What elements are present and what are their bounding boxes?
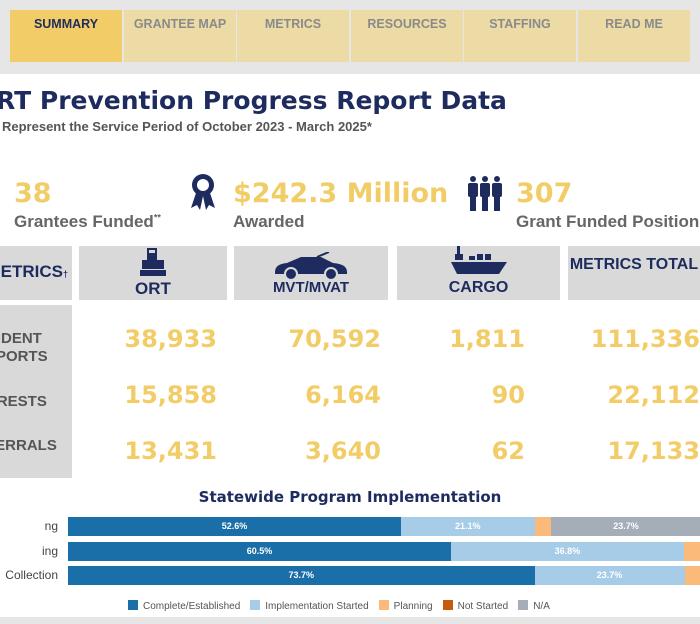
legend-label: Complete/Established (143, 601, 241, 612)
bar-segment-planning[interactable] (683, 542, 700, 561)
tab-metrics[interactable]: METRICS (237, 10, 349, 62)
bar-segment-implementation-started[interactable]: 21.1% (400, 517, 535, 536)
bar-segment-complete-established[interactable]: 52.6% (68, 517, 401, 536)
legend-label: Not Started (457, 601, 509, 612)
tab-resources[interactable]: RESOURCES (351, 10, 463, 62)
metric-value: 111,336 (590, 325, 700, 353)
tab-read-me[interactable]: READ ME (578, 10, 690, 62)
metric-value: 13,431 (124, 437, 217, 465)
row-label-incident-reports: CIDENT EPORTS (0, 330, 48, 365)
tab-staffing[interactable]: STAFFING (464, 10, 576, 62)
legend-item: Not Started (442, 600, 509, 612)
legend-item: N/A (518, 600, 550, 612)
cash-register-icon (140, 248, 166, 276)
award-ribbon-icon (191, 174, 215, 210)
bar-category-label: ing (41, 544, 58, 558)
kpi-value-awarded: $242.3 Million (233, 178, 449, 209)
cargo-ship-icon (450, 246, 507, 274)
column-label: ORT (135, 279, 171, 298)
bar-segment-planning[interactable] (684, 566, 700, 585)
chart-legend: Complete/Established Implementation Start… (128, 600, 550, 612)
kpi-label-text: Grantees Funded (14, 212, 154, 231)
metric-value: 62 (491, 437, 525, 465)
legend-item: Implementation Started (250, 600, 369, 612)
tab-summary[interactable]: SUMMARY (10, 10, 122, 62)
metric-value: 15,858 (124, 381, 217, 409)
kpi-value-grantees: 38 (14, 178, 52, 209)
bar-segment-implementation-started[interactable]: 23.7% (534, 566, 685, 585)
legend-label: N/A (533, 601, 550, 612)
legend-item: Planning (378, 600, 433, 612)
bar-segment-planning[interactable] (534, 517, 551, 536)
page-title: RT Prevention Progress Report Data (0, 86, 507, 115)
column-header-total: METRICS TOTAL (568, 246, 700, 300)
metric-value: 1,811 (449, 325, 525, 353)
row-header-column (0, 305, 72, 478)
metric-value: 3,640 (305, 437, 381, 465)
legend-swatch (128, 600, 138, 610)
legend-swatch (518, 600, 529, 610)
page-subtitle: Represent the Service Period of October … (2, 119, 372, 134)
car-icon (275, 251, 347, 281)
metric-value: 70,592 (288, 325, 381, 353)
metric-value: 6,164 (305, 381, 381, 409)
row-label-referrals: FERRALS (0, 437, 57, 454)
metrics-header-label: ETRICS (0, 262, 63, 281)
people-icon (468, 176, 502, 211)
column-label: CARGO (448, 279, 509, 296)
legend-label: Implementation Started (265, 601, 369, 612)
kpi-label-positions: Grant Funded Positions (516, 212, 700, 231)
legend-swatch (250, 600, 261, 610)
metric-value: 90 (491, 381, 525, 409)
kpi-label-awarded: Awarded (233, 212, 305, 231)
legend-label: Planning (393, 601, 433, 612)
metric-value: 38,933 (124, 325, 217, 353)
legend-swatch (378, 600, 389, 610)
bar-category-label: ng (44, 519, 58, 533)
column-header-cargo: CARGO (397, 246, 560, 300)
metrics-header: ETRICS† (0, 246, 72, 300)
kpi-value-positions: 307 (516, 178, 573, 209)
footnote-mark: † (62, 269, 68, 279)
tab-grantee-map[interactable]: GRANTEE MAP (124, 10, 236, 62)
bar-segment-complete-established[interactable]: 73.7% (68, 566, 535, 585)
bar-segment-implementation-started[interactable]: 36.8% (450, 542, 684, 561)
bar-segment-n-a[interactable]: 23.7% (550, 517, 700, 536)
metric-value: 17,133 (607, 437, 700, 465)
chart-title: Statewide Program Implementation (198, 488, 502, 506)
legend-swatch (442, 600, 453, 610)
bar-segment-complete-established[interactable]: 60.5% (68, 542, 451, 561)
legend-item: Complete/Established (128, 600, 240, 612)
bar-category-label: Collection (5, 568, 58, 582)
footnote-mark: ** (153, 212, 161, 223)
column-header-ort: ORT (79, 246, 227, 300)
kpi-label-grantees: Grantees Funded** (14, 212, 161, 232)
row-label-arrests: RRESTS (0, 393, 47, 410)
metric-value: 22,112 (607, 381, 700, 409)
column-header-mvt: MVT/MVAT (234, 246, 388, 300)
column-label: MVT/MVAT (272, 279, 350, 296)
bottom-bar (0, 617, 700, 624)
